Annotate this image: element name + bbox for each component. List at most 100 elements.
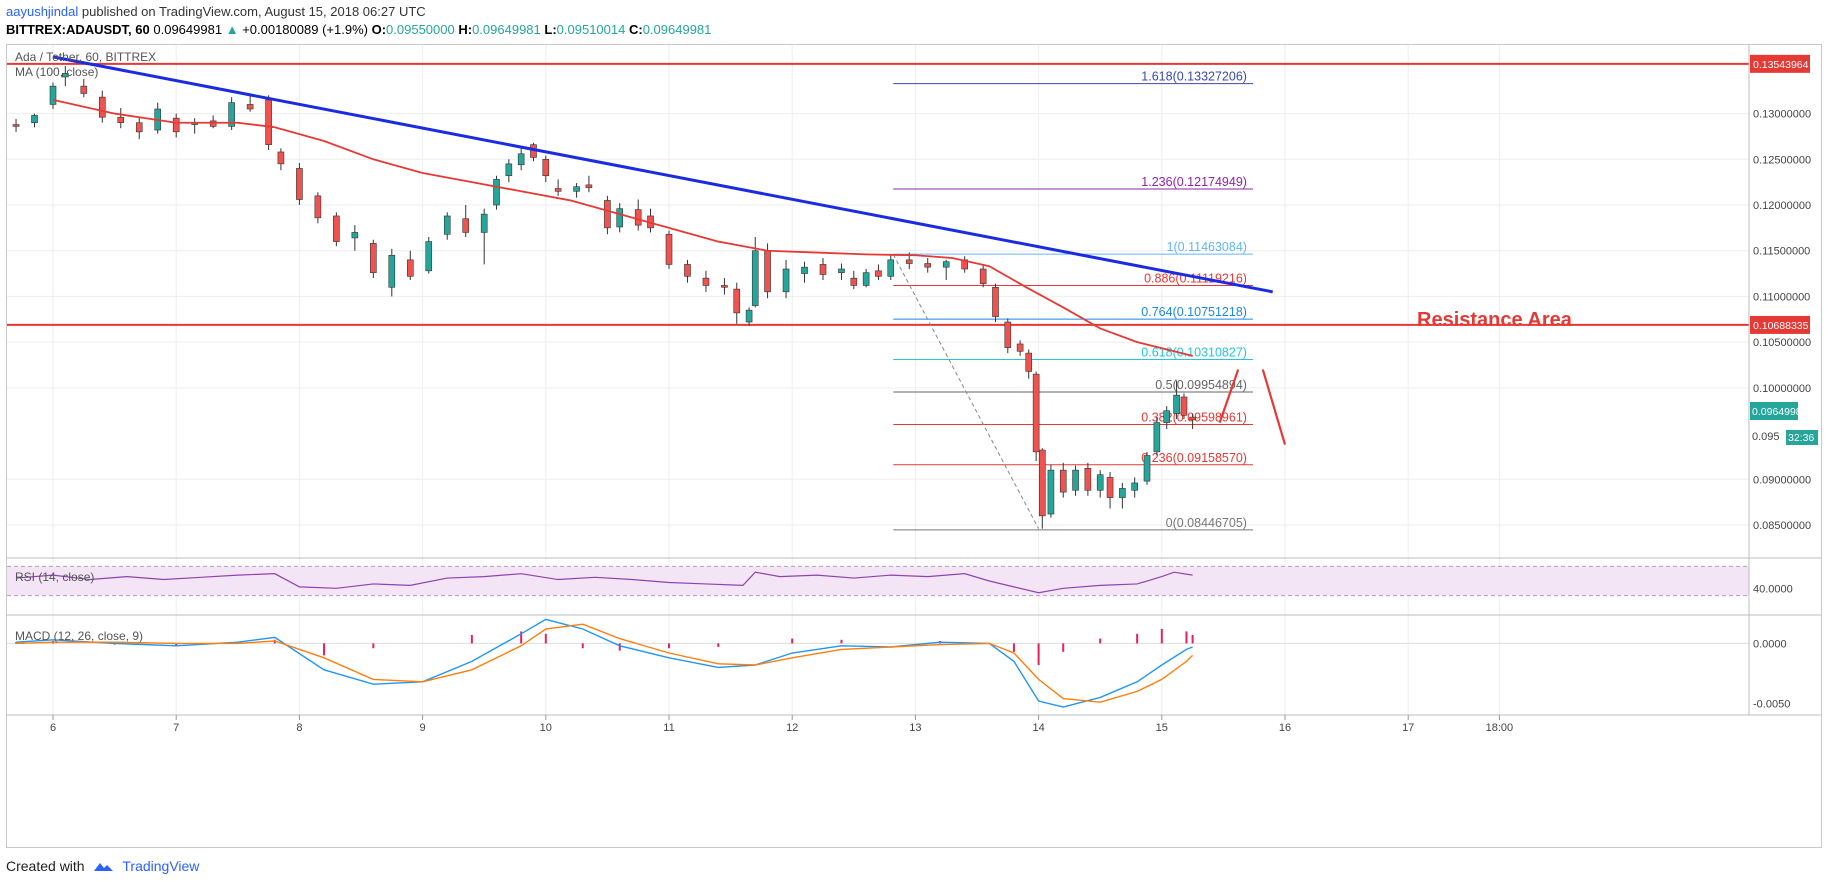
fib-level-label: 0.236(0.09158570) [1141,451,1247,465]
candle-body [1047,469,1055,515]
x-tick-label: 10 [540,722,552,734]
axes: 6 7 8 9 10 11 12 13 14 15 16 17 18:00 0.13000000 0.125… [7,45,1821,734]
candle-body [370,243,377,273]
close-value: 0.09649981 [642,22,712,37]
macd-pane: 0.0000 -0.0050 [7,618,1790,710]
author-link[interactable]: aayushjindal [6,4,79,19]
tradingview-brand-link[interactable]: TradingView [122,858,200,874]
candle-body [98,96,106,118]
candle-body [1153,422,1161,453]
countdown: 32:36 [1788,432,1814,444]
candle-body [733,288,741,314]
candle-body [992,286,999,317]
candle-body [1084,468,1092,491]
y-tick-label: 0.10500000 [1753,337,1811,349]
chart-container[interactable]: 0.13543964 0.10688335 1.618(0.13327206) 1.… [6,44,1822,848]
candle-body [604,200,611,229]
candle-body [751,250,759,306]
fibonacci-retracement[interactable]: 1.618(0.13327206) 1.236(0.12174949) 1(0.11… [892,70,1253,531]
x-tick-label: 12 [786,722,798,734]
last-price: 0.09649981 [153,22,223,37]
x-tick-label: 17 [1402,722,1414,734]
low-value: 0.09510014 [556,22,626,37]
candle-body [246,104,254,110]
key-level-tag [1750,54,1810,73]
candle-body [1038,449,1046,517]
high-value: 0.09649981 [472,22,541,37]
candle-body [1004,321,1012,348]
low-label: L: [544,22,557,37]
publish-line: aayushjindal published on TradingView.co… [6,4,426,19]
candle-body [1072,469,1079,491]
candle-body [801,266,808,274]
ma-label: MA (100, close) [15,65,98,79]
candle-body [1119,488,1126,498]
x-tick-label: 11 [663,722,674,734]
candle-body [296,168,303,200]
rsi-band [7,566,1749,596]
price-tag: 0.09649981 [1752,406,1808,418]
candle-body [228,102,235,127]
candle-body [924,263,932,268]
symbol-label: BITTREX:ADAUSDT, 60 [6,22,150,37]
ma-line [52,98,1193,357]
candle-body [616,208,624,228]
resistance-area-annotation[interactable]: Resistance Area [1417,309,1573,331]
candle-body [1032,373,1040,453]
change-arrow-icon: ▲ [225,22,239,37]
candle-body [573,186,580,192]
candle-body [782,268,790,293]
fib-swing-line [892,254,1040,529]
candle-body [49,85,57,105]
candle-body [542,158,550,177]
y-tick-label: 0.10000000 [1753,383,1811,395]
fib-level-label: 0.764(0.10751218) [1141,305,1247,319]
candle-body [721,285,728,288]
candle-body [406,259,414,277]
candle-body [1180,396,1188,416]
chart-header: aayushjindal published on TradingView.co… [0,0,1828,44]
candle-body [1025,352,1033,372]
candle-body [1096,474,1104,491]
candle-body [277,151,285,165]
y-tick-label: 0.09000000 [1753,474,1811,486]
candle-body [333,215,340,242]
macd-label: MACD (12, 26, close, 9) [15,629,143,643]
candle-body [585,184,593,188]
candle-body [425,241,433,272]
candle-body [554,188,562,192]
chart-overlays [52,55,1287,445]
candle-body [1143,455,1151,482]
chart-svg[interactable]: 0.13543964 0.10688335 1.618(0.13327206)1.… [7,45,1821,847]
candle-body [634,209,642,226]
y-tick-label: 0.08500000 [1753,520,1811,532]
candle-body [1016,343,1024,352]
candle-body [80,85,88,94]
macd-y-tick: -0.0050 [1753,698,1790,710]
rsi-y-tick: 40.0000 [1753,583,1793,595]
tradingview-cloud-icon [88,858,114,874]
countdown-bg [1786,430,1818,445]
key-level-value: 0.10688335 [1753,320,1809,332]
y-tick-label: 0.11500000 [1753,246,1810,258]
key-level-value: 0.13543964 [1753,59,1809,71]
candle-body [905,259,913,264]
candle-body [135,122,143,133]
macd-y-tick: 0.0000 [1753,638,1787,650]
open-value: 0.09550000 [386,22,455,37]
candle-body [1173,394,1180,414]
macd-line [15,618,1193,708]
bearish-trendline [52,55,1273,294]
open-label: O: [371,22,387,37]
grid-lines [7,45,1749,715]
candle-body [875,270,882,277]
x-tick-label: 13 [909,722,921,734]
price-axis-partial: 0.095 [1752,431,1780,443]
candle-body [31,115,38,124]
candle-body [1059,469,1067,493]
candle-body [314,195,322,219]
chart-title: Ada / Tether, 60, BITTREX [15,50,156,64]
publish-info: published on TradingView.com, August 15,… [78,4,426,19]
x-tick-label: 7 [173,722,179,734]
y-tick-label: 0.13000000 [1753,109,1811,121]
